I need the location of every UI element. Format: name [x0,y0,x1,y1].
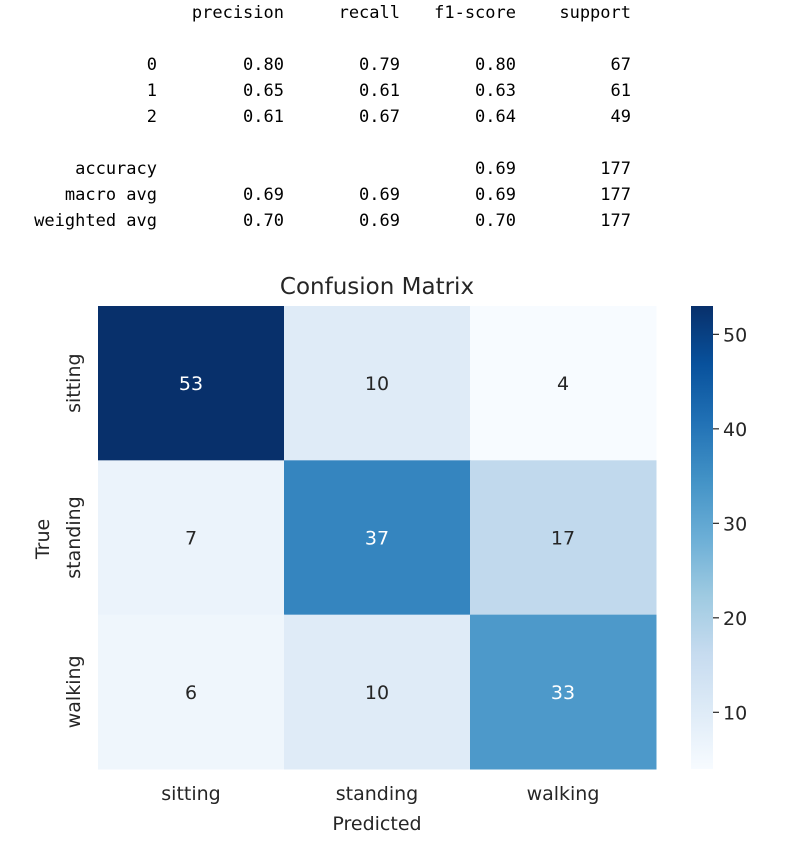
y-tick-label: sitting [63,353,85,412]
y-tick-label: walking [63,655,85,728]
colorbar-tick-label: 10 [723,702,747,724]
heatmap-cell [98,460,285,616]
heatmap-cell [98,614,285,770]
report-cell: 0.79 [359,55,400,75]
report-header-recall: recall [338,3,400,23]
report-header-support: support [559,3,631,23]
report-cell: 49 [610,107,631,127]
report-cell: 177 [600,211,631,231]
cell-value-label: 6 [185,682,197,704]
report-cell: 0.80 [243,55,284,75]
report-cell: 0.70 [475,211,516,231]
report-cell: 0.69 [243,185,284,205]
heatmap-cell [98,306,285,461]
report-cell: 0.69 [359,211,400,231]
cell-value-label: 7 [185,528,197,550]
cell-value-label: 33 [551,682,575,704]
heatmap-cell [284,614,471,770]
report-row-label: macro avg [64,185,157,205]
report-row-label: accuracy [75,159,157,179]
y-tick-label: standing [63,496,85,578]
report-cell: 0.69 [475,159,516,179]
confusion-matrix-chart: Confusion Matrix 53 10 4 7 37 17 6 10 33 sitting… [32,274,747,835]
report-row-label: weighted avg [34,211,157,231]
cell-value-label: 53 [179,373,203,395]
report-cell: 67 [610,55,631,75]
report-cell: 0.63 [475,81,516,101]
report-cell: 0.80 [475,55,516,75]
report-cell: 0.61 [243,107,284,127]
heatmap-cell [284,460,471,616]
colorbar-tick-label: 40 [723,419,747,441]
report-cell: 0.64 [475,107,516,127]
colorbar [691,306,713,769]
cell-value-label: 4 [557,373,569,395]
x-tick-label: walking [527,783,600,805]
cell-value-label: 10 [365,373,389,395]
x-tick-label: sitting [161,783,220,805]
cell-value-label: 37 [365,528,389,550]
cell-value-label: 10 [365,682,389,704]
report-cell: 0.69 [475,185,516,205]
report-cell: 177 [600,159,631,179]
report-cell: 0.69 [359,185,400,205]
report-row-label: 1 [146,81,157,101]
x-tick-label: standing [336,783,418,805]
classification-report: precision recall f1-score support 0 0.80… [0,0,806,260]
colorbar-tick-label: 30 [723,513,747,535]
x-axis-label: Predicted [332,813,421,835]
heatmap-cell [470,306,657,461]
report-cell: 177 [600,185,631,205]
cell-value-label: 17 [551,528,575,550]
report-header-f1-score: f1-score [434,3,516,23]
colorbar-tick-label: 50 [723,324,747,346]
report-cell: 61 [610,81,631,101]
report-row-label: 0 [146,55,157,75]
y-axis-label: True [32,519,54,560]
heatmap-cell [470,460,657,616]
chart-title: Confusion Matrix [280,274,474,300]
report-header-precision: precision [191,3,284,23]
heatmap-cell [470,614,657,770]
colorbar-tick-label: 20 [723,608,747,630]
report-row-label: 2 [146,107,157,127]
report-cell: 0.70 [243,211,284,231]
report-cell: 0.65 [243,81,284,101]
heatmap-cell [284,306,471,461]
report-cell: 0.61 [359,81,400,101]
report-cell: 0.67 [359,107,400,127]
